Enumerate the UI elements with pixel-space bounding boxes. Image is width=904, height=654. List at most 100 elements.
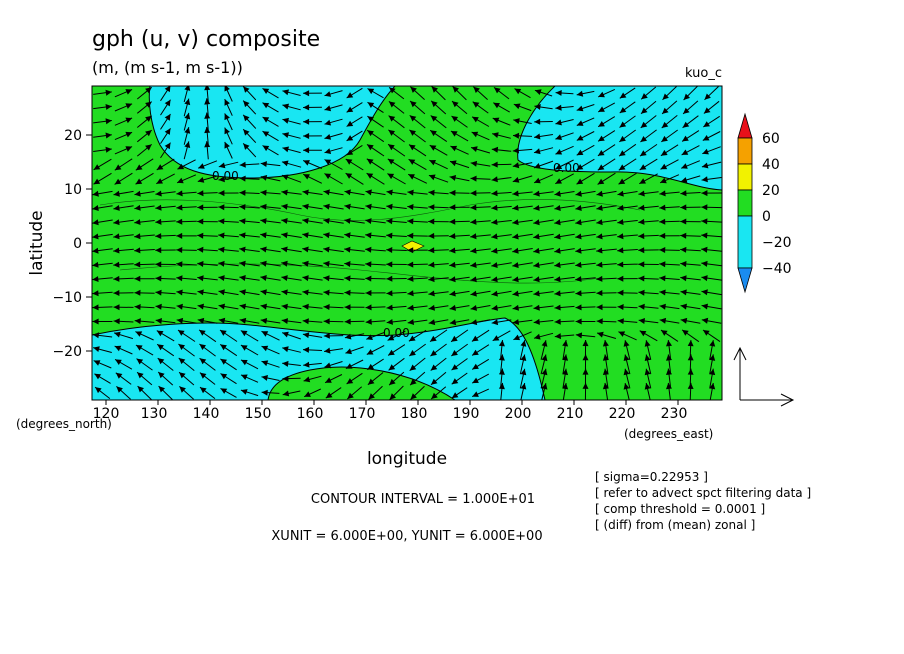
wind-vector-head (365, 218, 372, 224)
wind-vector-head (345, 173, 353, 179)
wind-vector-head (431, 378, 438, 385)
wind-vector-head (282, 390, 290, 397)
wind-vector-head (701, 289, 708, 296)
wind-vector-head (114, 164, 122, 171)
wind-vector-head (623, 383, 630, 390)
wind-vector-head (260, 218, 267, 224)
wind-vector-head (367, 116, 374, 122)
wind-vector-head (534, 148, 541, 155)
wind-vector-head (534, 104, 541, 110)
wind-vector-head (407, 189, 414, 196)
wind-vector-head (281, 303, 288, 310)
reference-vector (733, 346, 795, 407)
wind-vector-head (491, 190, 498, 197)
wind-vector-head (701, 204, 708, 211)
wind-vector-head (498, 340, 505, 347)
x-tick-label: 150 (245, 406, 272, 422)
wind-vector-head (576, 105, 584, 112)
wind-vector-head (176, 218, 183, 225)
wind-vector-head (240, 345, 248, 351)
wind-vector-head (596, 261, 603, 268)
wind-vector-head (344, 318, 351, 325)
wind-vector-head (660, 177, 667, 184)
wind-vector-head (513, 334, 521, 341)
wind-vector-head (243, 143, 250, 150)
wind-vector-head (430, 364, 438, 371)
wind-vector-head (471, 146, 478, 152)
wind-vector-head (135, 164, 143, 171)
wind-vector-head (134, 247, 141, 254)
wind-vector-head (281, 174, 289, 181)
wind-vector-head (135, 178, 143, 185)
wind-vector-head (345, 363, 353, 369)
wind-vector-head (260, 203, 267, 210)
wind-vector-head (554, 233, 561, 240)
wind-vector-head (491, 176, 498, 183)
wind-vector-head (303, 361, 310, 368)
wind-vector-head (541, 368, 548, 376)
wind-vector-head (365, 232, 372, 239)
wind-vector-head (93, 178, 101, 185)
wind-vector-head (576, 178, 584, 185)
wind-vector-head (240, 330, 248, 337)
wind-vector-head (346, 92, 354, 98)
wind-vector-head (386, 218, 393, 225)
wind-vector-head (136, 358, 144, 365)
contour-line-north-east (517, 86, 722, 191)
wind-vector-head (220, 373, 228, 380)
wind-vector-head (533, 247, 540, 254)
wind-vector-head (302, 260, 309, 267)
wind-vector-head (682, 121, 690, 128)
wind-vector-head (680, 177, 688, 183)
wind-vector-head (260, 246, 267, 253)
wind-vector-head (344, 261, 351, 267)
wind-vector-head (472, 363, 479, 370)
wind-vector-head (701, 162, 709, 169)
wind-vector-head (125, 131, 133, 138)
wind-vector-head (617, 318, 624, 325)
wind-vector-head (541, 383, 548, 390)
wind-vector-head (407, 319, 415, 325)
wind-vector-head (197, 289, 204, 296)
wind-vector-head (218, 218, 225, 225)
wind-vector-head (218, 162, 226, 169)
wind-vector-head (562, 354, 569, 361)
wind-vector-head (366, 158, 374, 165)
wind-vector-head (323, 232, 330, 239)
wind-vector-head (113, 233, 120, 240)
wind-vector-head (472, 101, 480, 108)
wind-vector-head (596, 318, 603, 325)
wind-vector-head (512, 247, 519, 254)
wind-vector-head (598, 135, 605, 142)
wind-vector-head (452, 101, 459, 108)
wind-vector-head (239, 275, 246, 281)
wind-vector-head (701, 260, 708, 267)
wind-vector-head (367, 144, 374, 151)
wind-vector-head (533, 290, 540, 297)
wind-vector-head (661, 135, 668, 142)
wind-vector-head (407, 218, 414, 225)
wind-vector-head (262, 88, 270, 94)
wind-vector-head (701, 275, 708, 282)
wind-vector-head (512, 162, 520, 169)
wind-vector-head (449, 175, 457, 181)
wind-vector-head (659, 247, 666, 253)
wind-vector-head (534, 163, 541, 169)
chart-title: gph (u, v) composite (92, 27, 320, 52)
wind-vector-head (639, 164, 647, 170)
wind-vector-head (533, 276, 540, 283)
wind-vector-head (134, 233, 141, 240)
wind-vector-head (281, 232, 288, 239)
wind-vector-head (197, 218, 204, 225)
wind-vector-head (659, 261, 666, 268)
wind-vector-head (346, 135, 354, 141)
wind-vector-head (451, 378, 459, 385)
wind-vector-head (184, 98, 191, 106)
x-tick-label: 230 (661, 406, 688, 422)
wind-vector-head (407, 261, 414, 268)
wind-vector-head (512, 147, 519, 154)
wind-vector-head (197, 190, 204, 197)
wind-vector-head (409, 144, 416, 151)
wind-vector-head (204, 112, 211, 119)
wind-vector-head (471, 131, 479, 138)
